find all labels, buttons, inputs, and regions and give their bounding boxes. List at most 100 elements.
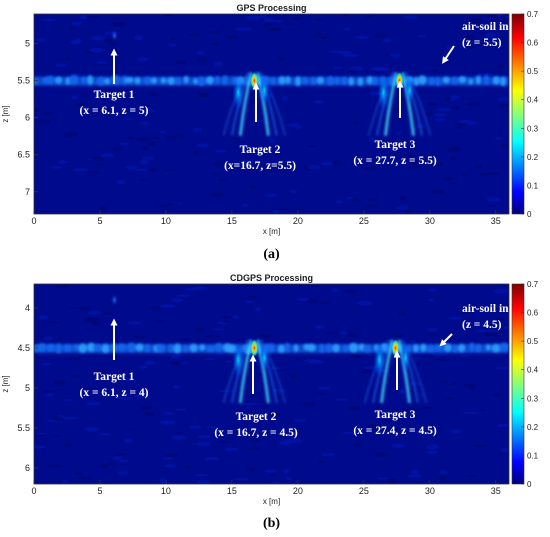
noise-speck xyxy=(141,146,150,151)
noise-speck xyxy=(347,405,361,411)
interface-blip xyxy=(418,75,427,85)
noise-speck xyxy=(54,284,69,289)
noise-speck xyxy=(80,108,91,111)
noise-speck xyxy=(72,374,81,377)
noise-speck xyxy=(243,159,254,165)
noise-speck xyxy=(181,338,192,341)
annotation-text: (x=16.7, z=5.5) xyxy=(224,160,296,172)
noise-speck xyxy=(343,27,350,31)
colorbar-tick-label: 0.7 xyxy=(527,280,539,289)
noise-speck xyxy=(55,63,67,68)
noise-speck xyxy=(427,332,437,336)
noise-speck xyxy=(460,310,471,314)
interface-blip xyxy=(435,77,441,87)
noise-speck xyxy=(127,136,135,140)
noise-speck xyxy=(440,381,449,384)
noise-speck xyxy=(50,166,62,169)
noise-speck xyxy=(76,103,90,106)
noise-speck xyxy=(109,42,117,46)
noise-speck xyxy=(391,107,403,111)
noise-speck xyxy=(486,197,502,202)
y-axis-label: z [m] xyxy=(1,375,10,392)
noise-speck xyxy=(95,163,106,166)
noise-speck xyxy=(443,397,456,400)
noise-speck xyxy=(158,478,167,484)
interface-blip xyxy=(110,75,121,85)
interface-blip xyxy=(341,76,348,85)
noise-speck xyxy=(289,375,298,380)
x-axis-label: x [m] xyxy=(263,497,280,506)
noise-speck xyxy=(53,380,68,385)
target-hotspot xyxy=(250,71,259,90)
noise-speck xyxy=(409,340,417,343)
interface-blip xyxy=(450,76,459,85)
noise-speck xyxy=(258,333,273,338)
noise-speck xyxy=(428,298,435,302)
noise-speck xyxy=(344,289,358,294)
interface-blip xyxy=(426,345,436,353)
interface-blip xyxy=(134,77,141,85)
noise-speck xyxy=(447,147,461,153)
colorbar-tick-label: 0 xyxy=(527,480,532,489)
noise-speck xyxy=(476,42,486,46)
interface-blip xyxy=(205,76,214,85)
noise-speck xyxy=(492,392,501,398)
interface-blip xyxy=(214,76,220,84)
noise-speck xyxy=(494,137,503,140)
noise-speck xyxy=(211,170,221,176)
noise-speck xyxy=(62,416,79,420)
noise-speck xyxy=(246,447,261,450)
noise-speck xyxy=(435,358,450,361)
noise-speck xyxy=(327,50,344,54)
noise-speck xyxy=(273,19,284,23)
noise-speck xyxy=(382,419,393,423)
noise-speck xyxy=(248,438,260,443)
colorbar xyxy=(511,13,525,215)
noise-speck xyxy=(159,130,166,134)
noise-speck xyxy=(313,18,326,21)
noise-speck xyxy=(127,321,142,325)
noise-speck xyxy=(382,161,391,164)
interface-blip xyxy=(306,343,317,352)
interface-blip xyxy=(366,76,374,85)
noise-speck xyxy=(87,310,101,315)
noise-speck xyxy=(497,423,509,428)
noise-speck xyxy=(289,189,298,194)
colorbar-tick-label: 0.6 xyxy=(527,309,539,318)
interface-blip xyxy=(458,76,467,84)
reflection-blob xyxy=(373,342,386,378)
noise-speck xyxy=(448,316,463,320)
noise-speck xyxy=(91,156,104,162)
noise-speck xyxy=(365,198,377,201)
noise-speck xyxy=(99,206,107,211)
noise-speck xyxy=(424,111,432,117)
interface-blip xyxy=(101,343,110,354)
interface-blip xyxy=(284,342,291,353)
noise-speck xyxy=(213,61,223,67)
noise-speck xyxy=(319,36,329,40)
noise-speck xyxy=(68,307,83,310)
noise-speck xyxy=(86,16,101,19)
reflection-blob xyxy=(400,344,411,372)
noise-speck xyxy=(162,411,174,415)
annotation-text: air-soil interface xyxy=(462,21,542,33)
chart-title: GPS Processing xyxy=(236,3,306,13)
interface-blip xyxy=(168,344,175,353)
noise-speck xyxy=(175,408,187,411)
interface-blip xyxy=(468,78,474,85)
noise-speck xyxy=(204,335,220,338)
noise-speck xyxy=(157,204,169,208)
noise-speck xyxy=(497,64,505,70)
noise-speck xyxy=(469,18,484,24)
noise-speck xyxy=(248,467,255,472)
x-tick-label: 20 xyxy=(293,486,303,496)
noise-speck xyxy=(64,132,79,138)
noise-speck xyxy=(163,452,179,457)
noise-speck xyxy=(193,473,209,477)
noise-speck xyxy=(403,15,418,19)
colorbar-tick-label: 0.3 xyxy=(527,394,539,403)
y-tick-label: 5 xyxy=(25,383,30,393)
noise-speck xyxy=(139,179,148,182)
noise-speck xyxy=(426,449,438,455)
annotation-text: Target 2 xyxy=(240,144,281,156)
